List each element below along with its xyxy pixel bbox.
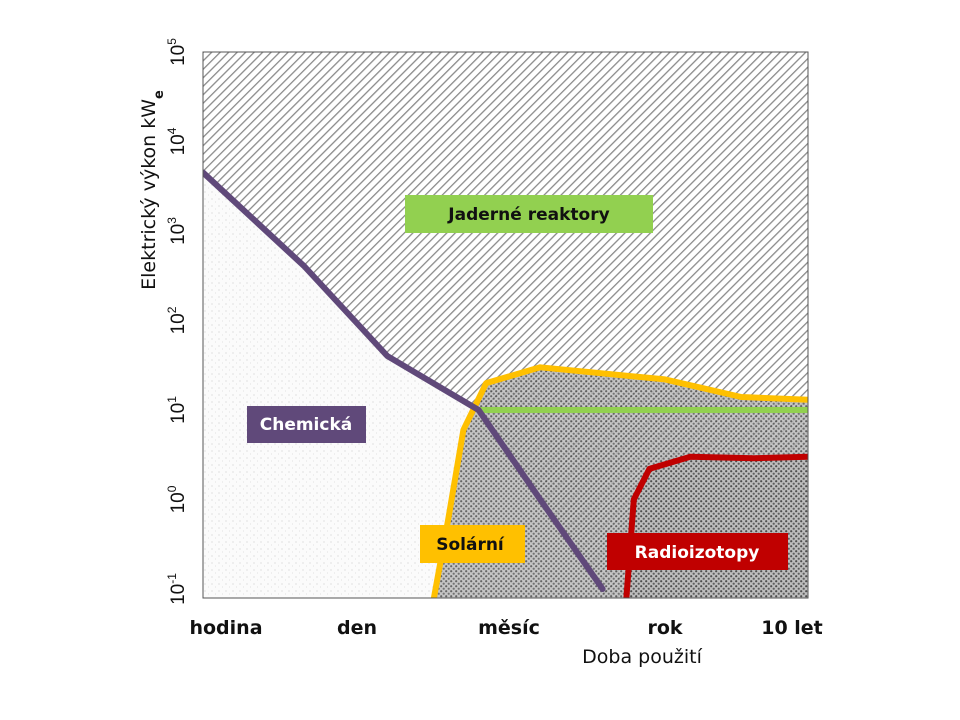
x-tick-label: měsíc (478, 617, 540, 639)
y-tick-base: 10 (168, 313, 189, 334)
plot-area (203, 52, 808, 598)
y-tick-exponent: 3 (165, 217, 179, 224)
y-tick-label: 100 (165, 485, 189, 513)
y-tick-text: 100 (165, 485, 189, 513)
y-axis-title-main: Elektrický výkon kW (138, 99, 160, 290)
chemical-label-box (247, 406, 366, 443)
y-tick-text: 102 (165, 306, 189, 334)
y-axis-title-sub: e (152, 90, 167, 99)
y-tick-base: 10 (168, 492, 189, 513)
y-tick-exponent: 0 (165, 485, 179, 492)
boundary-line-1 (203, 169, 606, 592)
y-tick-label: 104 (165, 127, 189, 155)
y-tick-text: 104 (165, 127, 189, 155)
plot-frame (202, 51, 809, 599)
y-tick-base: 10 (168, 134, 189, 155)
y-axis-title: Elektrický výkon kWe (138, 90, 167, 290)
y-tick-exponent: 2 (165, 306, 179, 313)
region-label-chemical: Chemická (247, 406, 366, 443)
x-tick-label: den (337, 617, 377, 639)
y-tick-text: 10-1 (165, 573, 189, 605)
region-label-radioisotopes: Radioizotopy (607, 533, 788, 570)
solar-label-box (420, 525, 525, 563)
boundary-line-2 (430, 364, 808, 598)
y-tick-label: 10-1 (165, 573, 189, 605)
chemical-label-text: Chemická (260, 415, 353, 435)
y-tick-text: 105 (165, 38, 189, 66)
y-tick-label: 105 (165, 38, 189, 66)
x-tick-label: 10 let (761, 617, 823, 639)
solar-label-text: Solární (436, 535, 505, 555)
boundary-line-3 (623, 453, 808, 598)
radioisotope-region-fill (626, 456, 808, 598)
y-tick-exponent: 5 (165, 38, 179, 45)
y-tick-label: 102 (165, 306, 189, 334)
nuclear-label-box (405, 195, 653, 233)
nuclear-label-text: Jaderné reaktory (447, 205, 609, 225)
region-label-nuclear: Jaderné reaktory (405, 195, 653, 233)
y-tick-text: 103 (165, 217, 189, 245)
y-tick-base: 10 (168, 224, 189, 245)
radioisotope-label-text: Radioizotopy (635, 543, 760, 563)
y-tick-base: 10 (168, 45, 189, 66)
y-tick-exponent: 1 (165, 396, 179, 403)
y-axis-title-group: Elektrický výkon kWe (138, 90, 167, 290)
y-tick-label: 101 (165, 396, 189, 424)
y-tick-exponent: 4 (165, 127, 179, 134)
y-tick-exponent: -1 (165, 573, 179, 584)
y-tick-text: 101 (165, 396, 189, 424)
region-label-solar: Solární (420, 525, 525, 563)
y-tick-base: 10 (168, 584, 189, 605)
radioisotope-label-box (607, 533, 788, 570)
x-axis-title: Doba použití (582, 646, 702, 668)
x-tick-label: rok (647, 617, 682, 639)
x-axis-ticks: hodina den měsíc rok 10 let (189, 617, 822, 639)
y-tick-base: 10 (168, 403, 189, 424)
y-tick-label: 103 (165, 217, 189, 245)
x-tick-label: hodina (189, 617, 262, 639)
